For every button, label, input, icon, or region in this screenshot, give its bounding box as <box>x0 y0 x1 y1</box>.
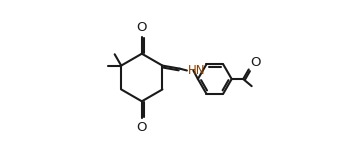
Text: O: O <box>136 121 147 134</box>
Text: O: O <box>136 21 147 34</box>
Text: HN: HN <box>188 64 205 77</box>
Text: O: O <box>250 56 261 69</box>
